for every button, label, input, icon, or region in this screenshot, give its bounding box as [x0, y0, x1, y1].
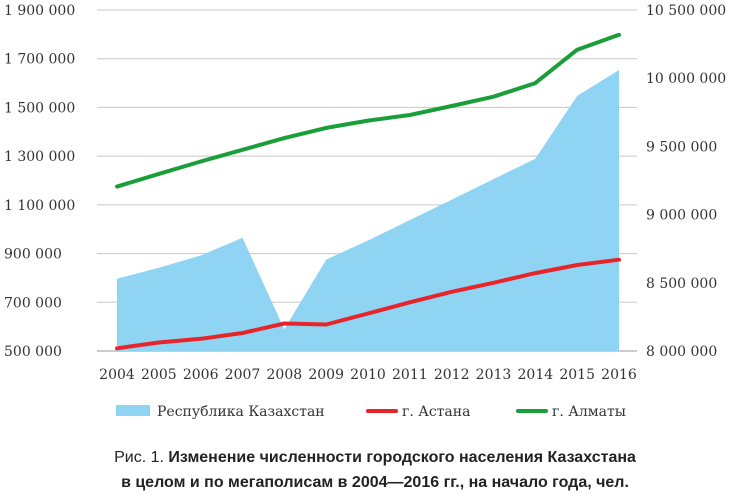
left-tick-label: 1 100 000: [4, 198, 75, 214]
line-series: [115, 32, 621, 351]
x-tick-label: 2015: [559, 367, 595, 383]
right-tick-label: 10 000 000: [646, 71, 726, 87]
right-tick-label: 8 500 000: [646, 276, 717, 292]
series-line: [115, 32, 621, 189]
right-tick-label: 9 500 000: [646, 139, 717, 155]
right-axis-ticks: 8 000 000 8 500 000 9 000 000 9 500 000 10 0…: [646, 3, 726, 360]
x-tick-label: 2006: [183, 367, 219, 383]
x-tick-label: 2012: [434, 367, 470, 383]
caption-line2: в целом и по мегаполисам в 2004—2016 гг.…: [121, 474, 629, 491]
right-tick-label: 9 000 000: [646, 208, 717, 224]
left-tick-label: 1 500 000: [4, 100, 75, 116]
legend-swatch: [116, 405, 150, 416]
legend-label: г. Астана: [402, 404, 470, 420]
left-tick-label: 900 000: [4, 247, 62, 263]
caption-line1: Изменение численности городского населен…: [168, 449, 636, 466]
legend: Республика Казахстан г. Астана г. Алматы: [116, 404, 626, 420]
area-kazakhstan: [117, 70, 619, 351]
area-series: [117, 70, 619, 351]
x-tick-label: 2010: [350, 367, 386, 383]
x-tick-label: 2013: [476, 367, 512, 383]
right-tick-label: 10 500 000: [646, 3, 726, 19]
right-tick-label: 8 000 000: [646, 344, 717, 360]
figure-caption: Рис. 1. Изменение численности городского…: [0, 445, 750, 471]
legend-label: Республика Казахстан: [157, 404, 325, 420]
left-tick-label: 1 900 000: [4, 3, 75, 19]
x-tick-label: 2014: [518, 367, 554, 383]
left-tick-label: 1 300 000: [4, 149, 75, 165]
left-axis-ticks: 500 000 700 000 900 000 1 100 000 1 300 000 1…: [4, 3, 75, 360]
x-axis-ticks: 2004 2005 2006 2007 2008 2009 2010 2011 2012 2013…: [99, 367, 637, 383]
series-line: [115, 257, 621, 351]
figure-caption-line2: в целом и по мегаполисам в 2004—2016 гг.…: [0, 470, 750, 496]
chart: 500 000 700 000 900 000 1 100 000 1 300 000 1…: [4, 3, 726, 420]
x-tick-label: 2005: [141, 367, 177, 383]
legend-label: г. Алматы: [552, 404, 626, 420]
x-tick-label: 2016: [601, 367, 637, 383]
caption-prefix: Рис. 1.: [114, 449, 169, 466]
x-tick-label: 2011: [392, 367, 428, 383]
x-tick-label: 2008: [267, 367, 303, 383]
x-tick-label: 2007: [225, 367, 261, 383]
x-tick-label: 2004: [99, 367, 135, 383]
left-tick-label: 1 700 000: [4, 52, 75, 68]
x-tick-label: 2009: [308, 367, 344, 383]
left-tick-label: 500 000: [4, 344, 62, 360]
left-tick-label: 700 000: [4, 295, 62, 311]
